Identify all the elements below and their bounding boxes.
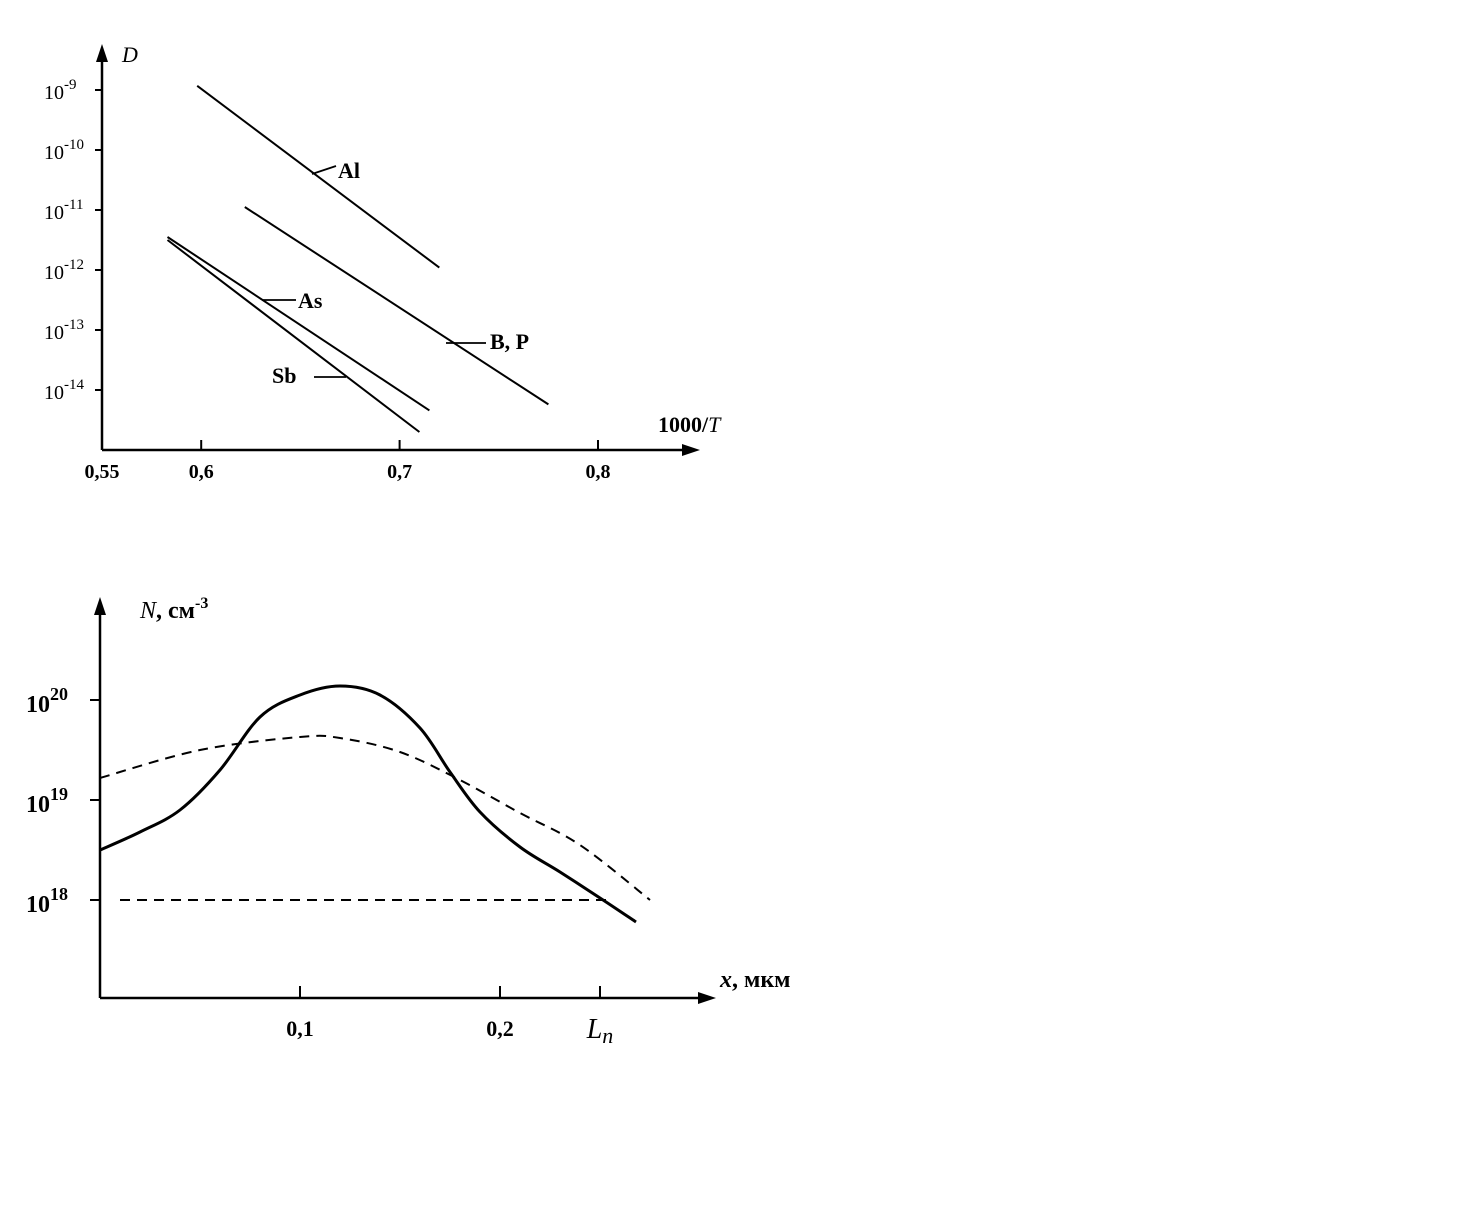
c2-y-tick-label: 1019 bbox=[26, 784, 68, 818]
c1-y-tick-label: 10-11 bbox=[44, 197, 83, 224]
c2-y-axis-label: N, см-3 bbox=[139, 595, 208, 624]
c1-series-line bbox=[244, 206, 549, 406]
c2-x-tick-label: 0,2 bbox=[486, 1016, 514, 1041]
c2-solid-curve bbox=[99, 684, 637, 924]
c1-y-tick-label: 10-12 bbox=[44, 257, 84, 284]
c2-x-axis-arrow bbox=[698, 992, 716, 1004]
c1-x-tick-label: 0,7 bbox=[387, 461, 412, 483]
c2-x-tick-label: Ln bbox=[586, 1014, 614, 1048]
c1-y-tick-label: 10-14 bbox=[44, 377, 84, 404]
c1-x-axis-label: 1000/T bbox=[658, 412, 722, 437]
c2-x-tick-label: 0,1 bbox=[286, 1016, 314, 1041]
c2-y-tick-label: 1020 bbox=[26, 684, 68, 718]
c1-y-tick-label: 10-9 bbox=[44, 77, 77, 104]
c2-dashed-curve bbox=[99, 734, 651, 901]
c2-x-ticks: 0,1 0,2 Ln bbox=[286, 986, 613, 1048]
label-leader-al bbox=[311, 165, 337, 175]
c1-series-line bbox=[196, 85, 440, 269]
series-label-as: As bbox=[298, 288, 323, 313]
c2-y-axis-arrow bbox=[94, 597, 106, 615]
c1-x-axis-arrow bbox=[682, 444, 700, 456]
c1-x-tick-label: 0,8 bbox=[586, 461, 611, 483]
series-label-al: Al bbox=[338, 158, 360, 183]
diffusion-chart: D 1000/T 0,55 0,6 0,7 0,8 10-910-1010-1110-… bbox=[44, 42, 722, 483]
series-label-bp: B, P bbox=[490, 329, 529, 354]
c1-y-axis-arrow bbox=[96, 44, 108, 62]
c1-x-tick-label: 0,55 bbox=[85, 461, 120, 483]
c1-series bbox=[166, 85, 549, 433]
c1-y-axis-label: D bbox=[121, 42, 138, 67]
c1-series-line bbox=[166, 236, 430, 412]
c1-x-tick-label: 0,6 bbox=[189, 461, 214, 483]
c2-series bbox=[99, 684, 651, 924]
concentration-chart: N, см-3 x, мкм 0,1 0,2 Ln 1020 1019 1018 bbox=[26, 595, 791, 1048]
c2-y-tick-label: 1018 bbox=[26, 884, 68, 918]
c2-x-axis-label: x, мкм bbox=[719, 967, 791, 993]
c2-y-ticks: 1020 1019 1018 bbox=[26, 684, 100, 918]
c1-y-tick-label: 10-10 bbox=[44, 137, 84, 164]
c1-x-ticks: 0,55 0,6 0,7 0,8 bbox=[85, 440, 611, 483]
c1-y-tick-label: 10-13 bbox=[44, 317, 84, 344]
c1-series-line bbox=[166, 239, 421, 433]
c1-y-ticks: 10-9 10-10 10-11 10-12 10-13 10-14 bbox=[44, 77, 102, 404]
series-label-sb: Sb bbox=[272, 363, 296, 388]
